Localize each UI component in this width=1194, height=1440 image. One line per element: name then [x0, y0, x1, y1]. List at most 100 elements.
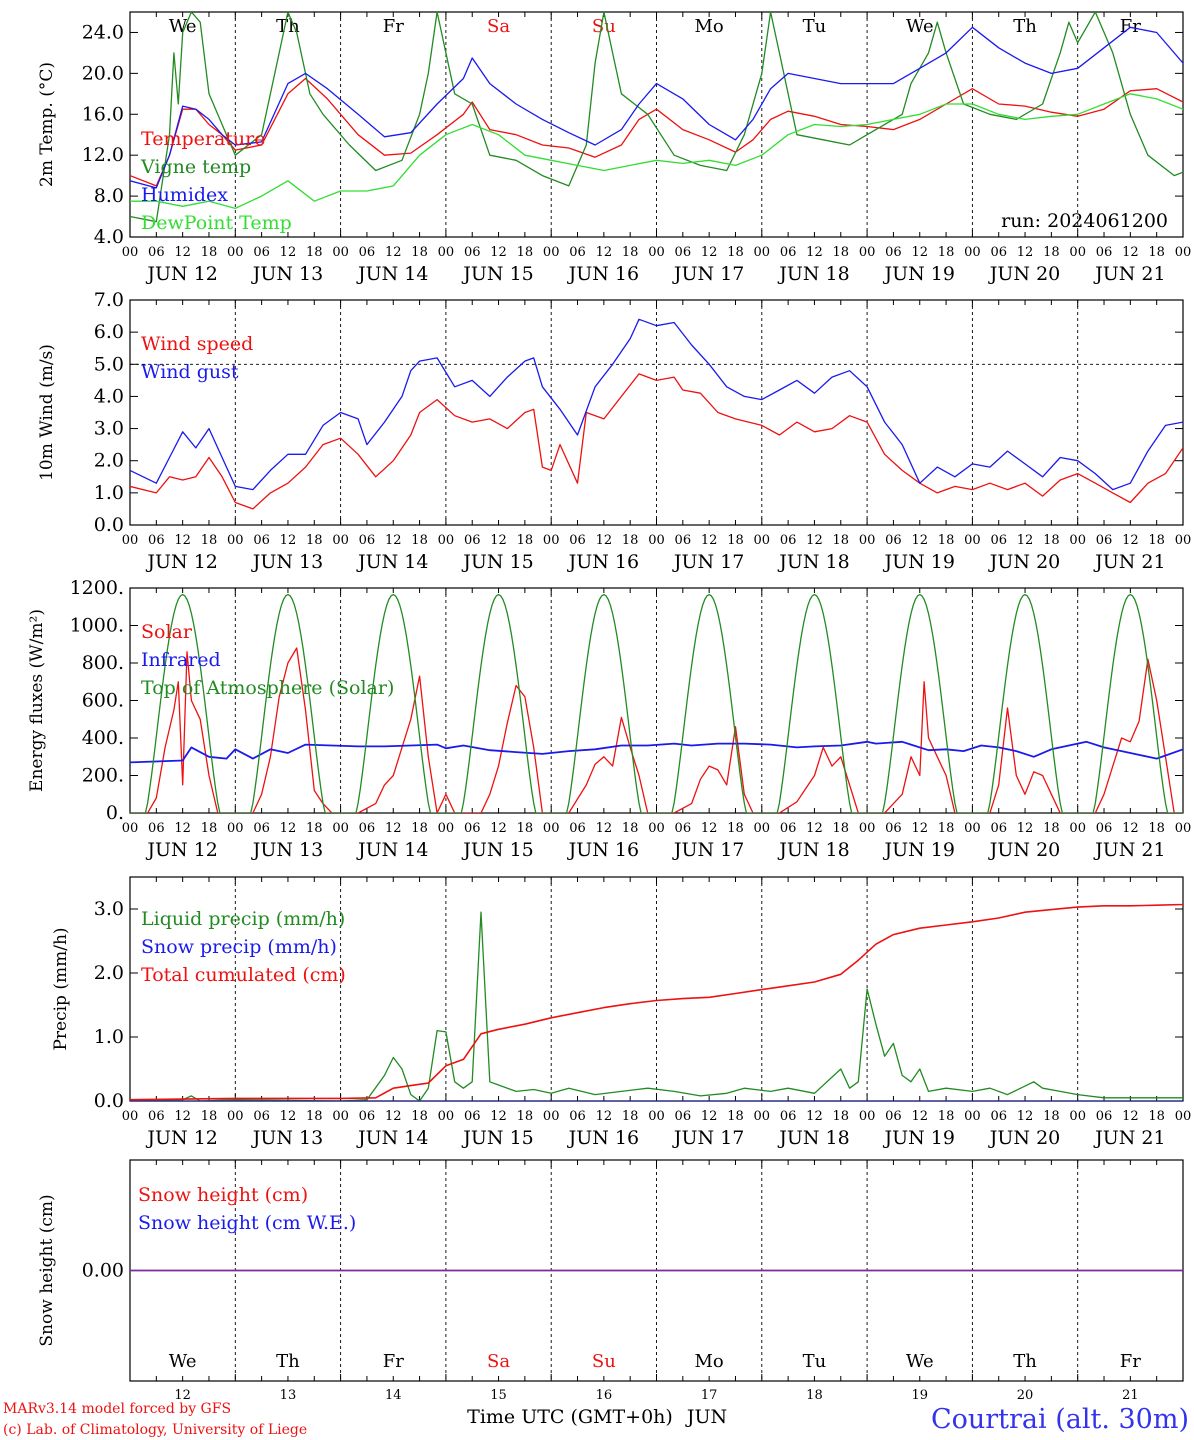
date-label: JUN 13 — [251, 839, 323, 861]
hour-tick-label: 18 — [306, 533, 323, 548]
hour-tick-label: 06 — [990, 533, 1007, 548]
hour-tick-label: 18 — [622, 245, 639, 260]
y-tick-label: 3.0 — [94, 418, 124, 440]
y-tick-label: 200. — [82, 765, 124, 787]
date-label: JUN 20 — [988, 839, 1060, 861]
weekday-label: Tu — [803, 1351, 827, 1372]
weekday-label: Sa — [487, 1351, 510, 1372]
legend-entry: Snow precip (mm/h) — [141, 936, 337, 958]
series-line-vigne-temp — [130, 12, 1183, 223]
series-group — [130, 12, 1183, 223]
y-tick-label: 1200. — [70, 577, 124, 599]
day-number-label: 19 — [911, 1388, 928, 1403]
hour-tick-label: 00 — [648, 1109, 665, 1124]
hour-tick-label: 00 — [1069, 533, 1086, 548]
date-label: JUN 13 — [251, 551, 323, 573]
hour-tick-label: 12 — [596, 245, 613, 260]
weekday-label: We — [169, 16, 197, 37]
hour-tick-label: 06 — [253, 533, 270, 548]
weekday-label: Sa — [487, 16, 510, 37]
hour-tick-label: 12 — [1017, 821, 1034, 836]
hour-tick-label: 18 — [411, 821, 428, 836]
date-label: JUN 14 — [356, 839, 428, 861]
y-tick-label: 2.0 — [94, 962, 124, 984]
hour-tick-label: 12 — [806, 821, 823, 836]
y-tick-label: 4.0 — [94, 385, 124, 407]
series-line-infrared — [130, 740, 1183, 764]
hour-tick-label: 06 — [148, 245, 165, 260]
hour-tick-label: 12 — [911, 1109, 928, 1124]
hour-tick-label: 00 — [648, 245, 665, 260]
hour-tick-label: 06 — [1096, 533, 1113, 548]
date-label: JUN 16 — [567, 1127, 639, 1149]
day-number-label: 17 — [701, 1388, 718, 1403]
hour-tick-label: 18 — [1043, 533, 1060, 548]
hour-tick-label: 12 — [596, 533, 613, 548]
date-label: JUN 14 — [356, 551, 428, 573]
hour-tick-label: 06 — [990, 821, 1007, 836]
y-tick-label: 0.0 — [94, 1090, 124, 1112]
legend-entry: Solar — [141, 621, 193, 643]
hour-tick-label: 00 — [543, 533, 560, 548]
hour-tick-label: 12 — [1122, 533, 1139, 548]
hour-tick-label: 00 — [122, 821, 139, 836]
hour-tick-label: 18 — [201, 821, 218, 836]
weekday-label: Fr — [1120, 16, 1141, 37]
hour-tick-label: 18 — [1043, 245, 1060, 260]
legend-entry: Liquid precip (mm/h) — [141, 908, 345, 930]
hour-tick-label: 00 — [1175, 1109, 1192, 1124]
hour-tick-label: 12 — [701, 1109, 718, 1124]
hour-tick-label: 18 — [1043, 821, 1060, 836]
weekday-label: Th — [1013, 1351, 1037, 1372]
date-label: JUN 19 — [883, 1127, 955, 1149]
weekday-label: Mo — [695, 16, 724, 37]
hour-tick-label: 00 — [964, 533, 981, 548]
hour-tick-label: 00 — [648, 533, 665, 548]
hour-tick-label: 18 — [833, 533, 850, 548]
hour-tick-label: 06 — [885, 245, 902, 260]
series-line-dewpoint-temp — [130, 93, 1183, 210]
series-line-top-of-atmosphere-solar- — [130, 593, 1183, 813]
date-label: JUN 16 — [567, 551, 639, 573]
date-label: JUN 12 — [145, 263, 217, 285]
hour-tick-label: 00 — [227, 533, 244, 548]
hour-tick-label: 06 — [464, 245, 481, 260]
date-label: JUN 20 — [988, 1127, 1060, 1149]
y-tick-label: 4.0 — [94, 226, 124, 248]
hour-tick-label: 18 — [1148, 533, 1165, 548]
weekday-label: Th — [276, 1351, 300, 1372]
y-tick-label: 12.0 — [82, 144, 124, 166]
date-label: JUN 16 — [567, 263, 639, 285]
hour-tick-label: 00 — [122, 1109, 139, 1124]
hour-tick-label: 12 — [280, 821, 297, 836]
y-tick-label: 0. — [106, 802, 124, 824]
date-label: JUN 13 — [251, 1127, 323, 1149]
hour-tick-label: 06 — [569, 245, 586, 260]
legend-entry: Snow height (cm) — [138, 1184, 308, 1206]
hour-tick-label: 18 — [727, 533, 744, 548]
hour-tick-label: 12 — [701, 245, 718, 260]
hour-tick-label: 06 — [359, 1109, 376, 1124]
hour-tick-label: 12 — [490, 533, 507, 548]
hour-tick-label: 18 — [938, 245, 955, 260]
panel-4: 0.0 1.0 2.0 3.0 Precip (mm/h) 00 06 12 18 JUN 12 0… — [51, 876, 1192, 1149]
y-tick-label: 3.0 — [94, 898, 124, 920]
hour-tick-label: 00 — [859, 821, 876, 836]
hour-tick-label: 12 — [596, 821, 613, 836]
hour-tick-label: 00 — [438, 245, 455, 260]
hour-tick-label: 18 — [411, 1109, 428, 1124]
date-label: JUN 20 — [988, 551, 1060, 573]
hour-tick-label: 12 — [701, 533, 718, 548]
y-tick-label: 8.0 — [94, 185, 124, 207]
date-label: JUN 14 — [356, 1127, 428, 1149]
series-line-humidex — [130, 26, 1183, 189]
hour-tick-label: 18 — [833, 245, 850, 260]
hour-tick-label: 06 — [148, 821, 165, 836]
hour-tick-label: 06 — [780, 245, 797, 260]
hour-tick-label: 00 — [1175, 245, 1192, 260]
day-number-label: 20 — [1017, 1388, 1034, 1403]
hour-tick-label: 06 — [359, 533, 376, 548]
hour-tick-label: 12 — [385, 1109, 402, 1124]
date-label: JUN 18 — [777, 263, 849, 285]
date-label: JUN 21 — [1093, 551, 1165, 573]
